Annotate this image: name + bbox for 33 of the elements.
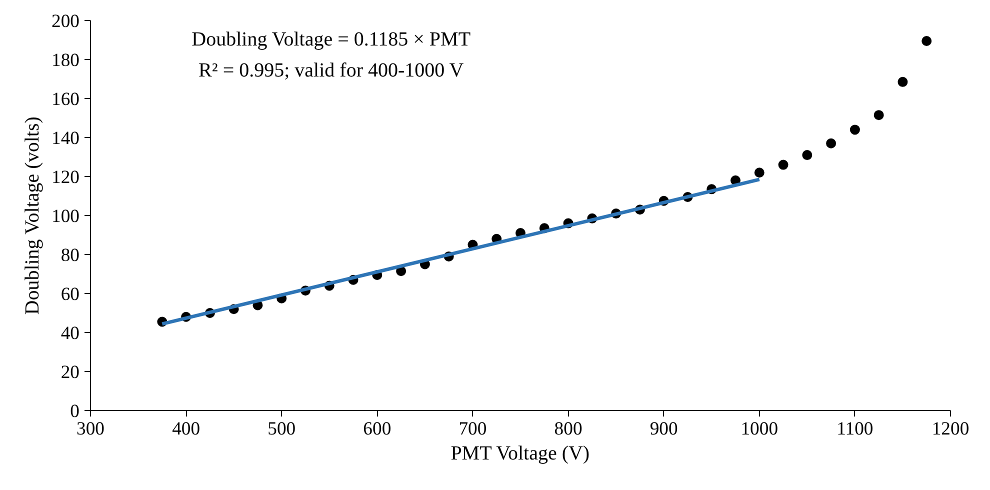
x-tick-label: 1000 (740, 418, 778, 440)
x-tick-label: 700 (458, 418, 487, 440)
point (922, 36, 932, 46)
y-tick-label: 20 (60, 362, 80, 383)
x-tick-label: 900 (650, 418, 678, 440)
point (802, 150, 812, 160)
annotation: R² = 0.995; valid for 400-1000 V (198, 60, 464, 82)
y-tick-label: 140 (52, 128, 80, 149)
x-axis-title: PMT Voltage (V) (450, 442, 590, 464)
x-tick-label: 1200 (932, 418, 970, 440)
point (850, 124, 860, 135)
point (826, 138, 836, 148)
y-axis-title: Doubling Voltage (volts) (22, 116, 44, 315)
x-tick-label: 1100 (836, 418, 874, 440)
y-tick-label: 100 (52, 206, 80, 227)
x-tick-label: 500 (268, 418, 296, 440)
x-tick-label: 800 (554, 418, 582, 440)
y-tick-label: 180 (52, 50, 80, 71)
y-tick-label: 80 (60, 245, 80, 266)
y-tick-label: 0 (70, 401, 80, 422)
x-tick-label: 600 (363, 418, 392, 440)
point (898, 76, 908, 87)
y-tick-label: 160 (52, 89, 80, 110)
x-tick-label: 400 (172, 418, 200, 440)
y-tick-label: 40 (60, 323, 80, 344)
y-tick-label: 60 (60, 284, 80, 305)
point (778, 160, 788, 170)
point (874, 110, 884, 120)
annotation: Doubling Voltage = 0.1185 × PMT (192, 28, 471, 50)
point (754, 168, 764, 178)
y-tick-label: 200 (52, 11, 80, 32)
x-tick-label: 300 (76, 418, 104, 440)
y-tick-label: 120 (52, 167, 80, 188)
